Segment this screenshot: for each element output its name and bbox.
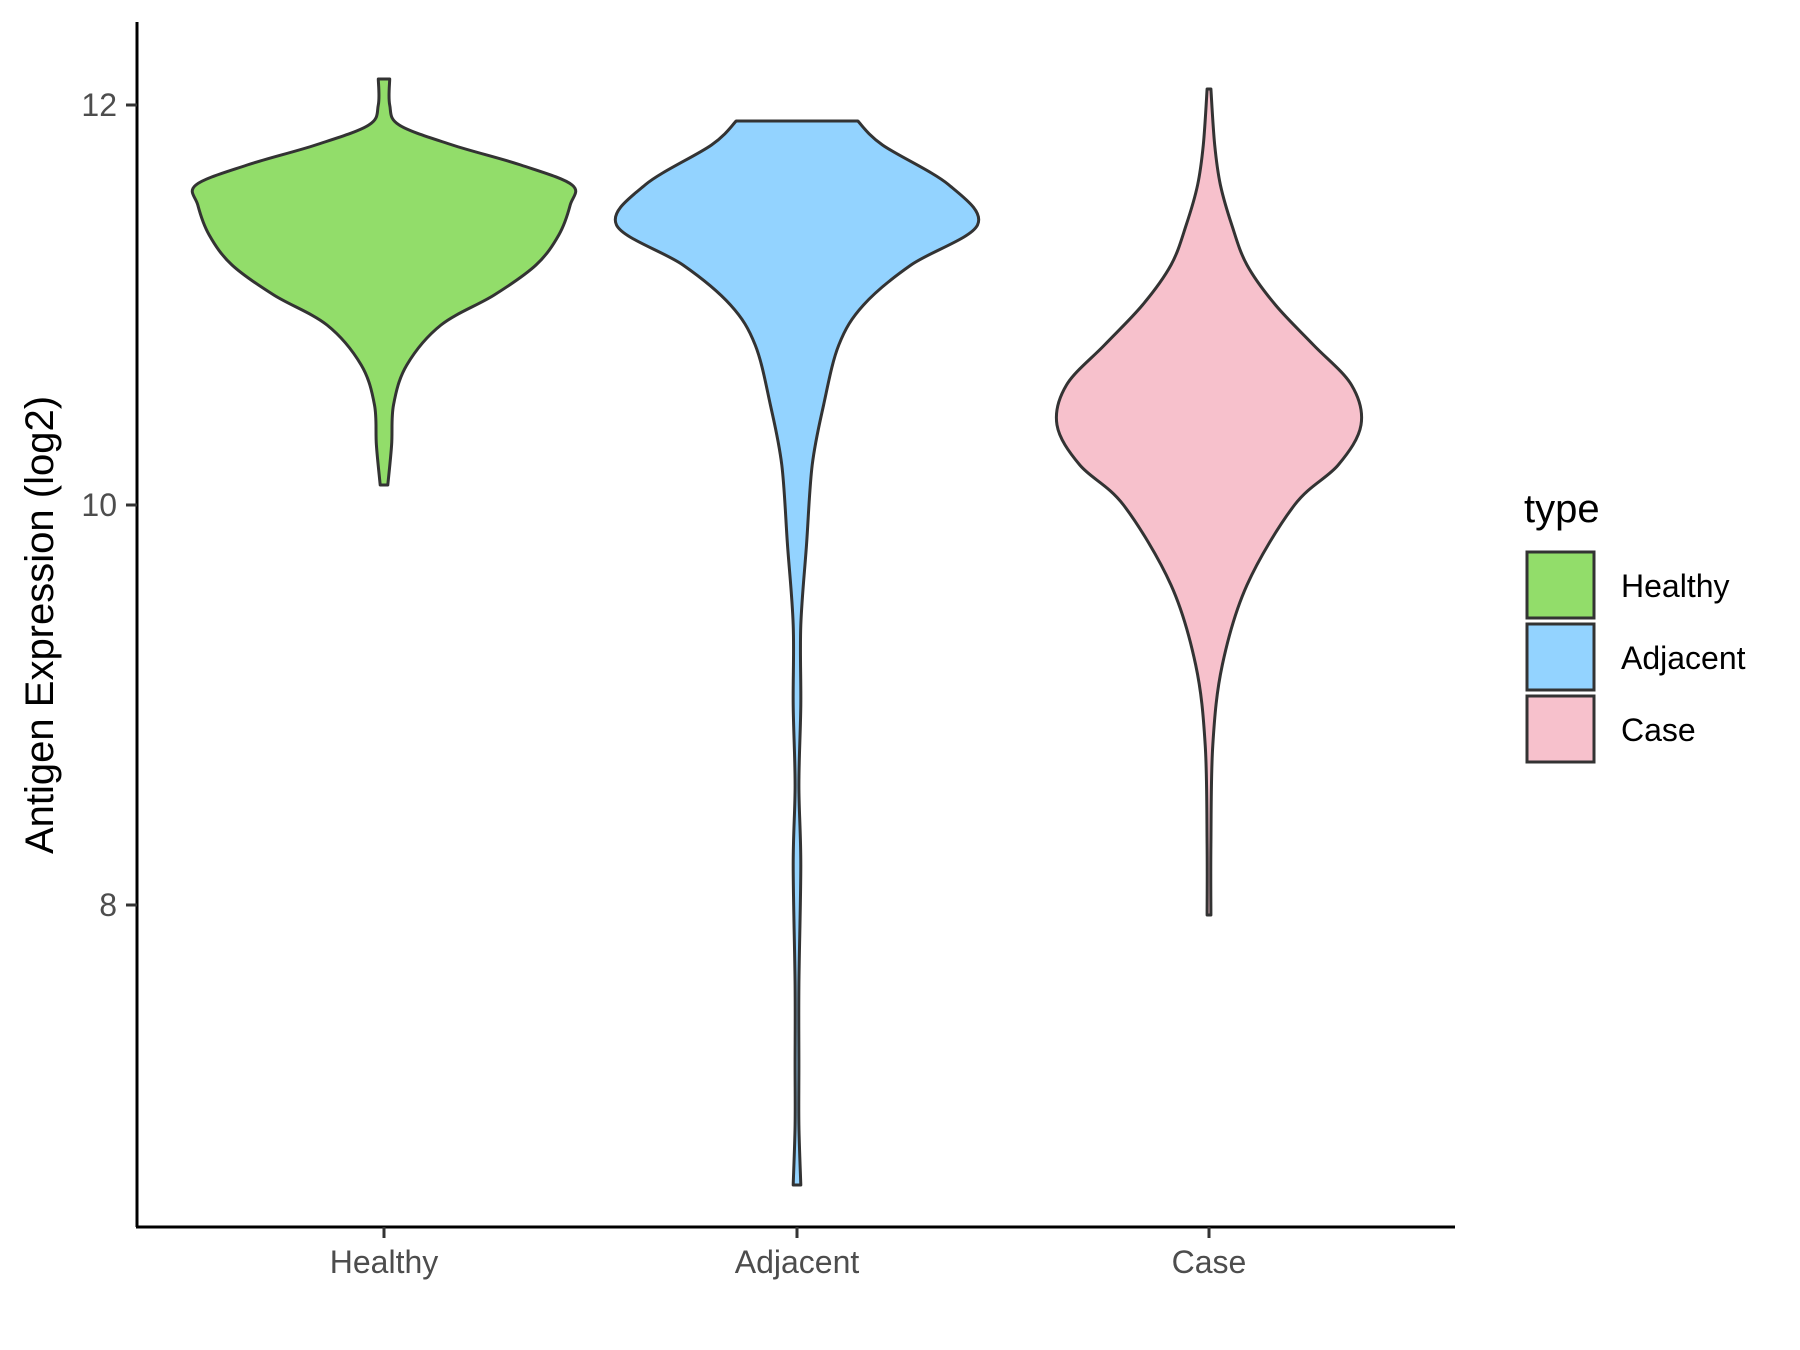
violin-layer [190,77,1364,1187]
legend-key-healthy [1525,550,1596,620]
y-tick-label: 12 [81,87,117,123]
y-tick-label: 8 [99,887,117,923]
legend-label-adjacent: Adjacent [1621,640,1746,676]
violin-healthy [190,77,578,487]
legend: type Healthy Adjacent Case [1524,487,1746,764]
x-tick-label: Healthy [330,1244,439,1280]
legend-label-healthy: Healthy [1621,568,1730,604]
y-axis-title: Antigen Expression (log2) [18,396,62,854]
y-tick-label: 10 [81,487,117,523]
x-tick-label: Adjacent [735,1244,860,1280]
violin-adjacent [613,119,981,1187]
legend-label-case: Case [1621,712,1696,748]
y-axis-ticks: 8 10 12 [81,87,137,923]
x-tick-label: Case [1172,1244,1247,1280]
x-axis-ticks: Healthy Adjacent Case [330,1227,1247,1280]
legend-key-case [1525,694,1596,764]
legend-key-adjacent [1525,622,1596,692]
violin-case [1054,87,1364,917]
legend-title: type [1524,487,1600,531]
